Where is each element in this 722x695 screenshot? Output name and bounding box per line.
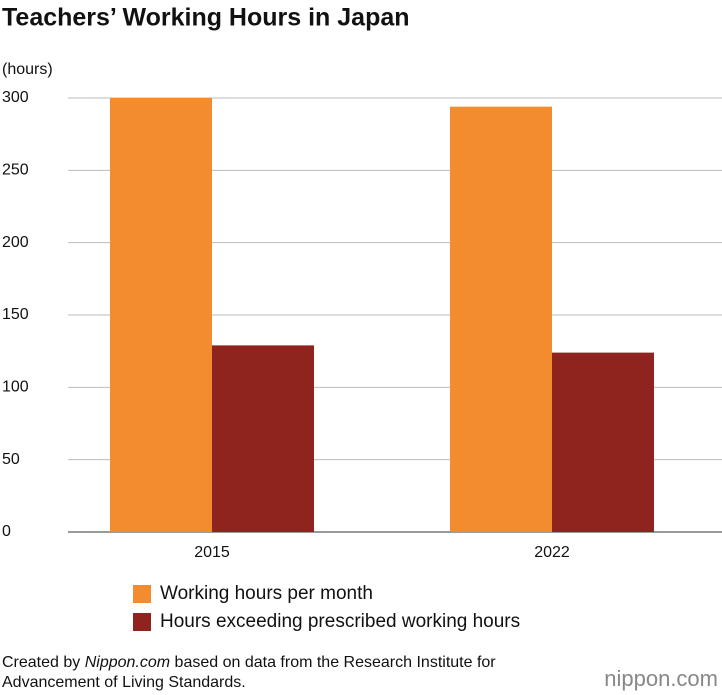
legend-swatch [133, 613, 151, 631]
source-site: Nippon.com [84, 654, 171, 671]
source-prefix: Created by [2, 654, 81, 671]
x-tick-label: 2022 [534, 544, 570, 561]
bar [212, 345, 314, 532]
y-tick-label: 100 [2, 379, 29, 396]
legend-label: Working hours per month [160, 583, 373, 604]
y-tick-label: 50 [2, 451, 20, 468]
bar [450, 106, 552, 533]
y-tick-label: 0 [2, 523, 11, 540]
bar [110, 98, 212, 532]
logo: nippon.com [604, 666, 718, 691]
chart-title: Teachers’ Working Hours in Japan [2, 4, 410, 32]
source-note: Created by Nippon.com based on data from… [2, 653, 562, 693]
bar [552, 352, 654, 532]
y-tick-label: 300 [2, 89, 29, 106]
y-axis-label: (hours) [2, 61, 53, 78]
y-tick-label: 250 [2, 162, 29, 179]
y-tick-label: 200 [2, 234, 29, 251]
x-tick-label: 2015 [194, 544, 230, 561]
y-tick-label: 150 [2, 306, 29, 323]
legend-swatch [133, 585, 151, 603]
source-rest: based on data from the Research Institut… [2, 654, 496, 691]
legend-label: Hours exceeding prescribed working hours [160, 611, 520, 632]
